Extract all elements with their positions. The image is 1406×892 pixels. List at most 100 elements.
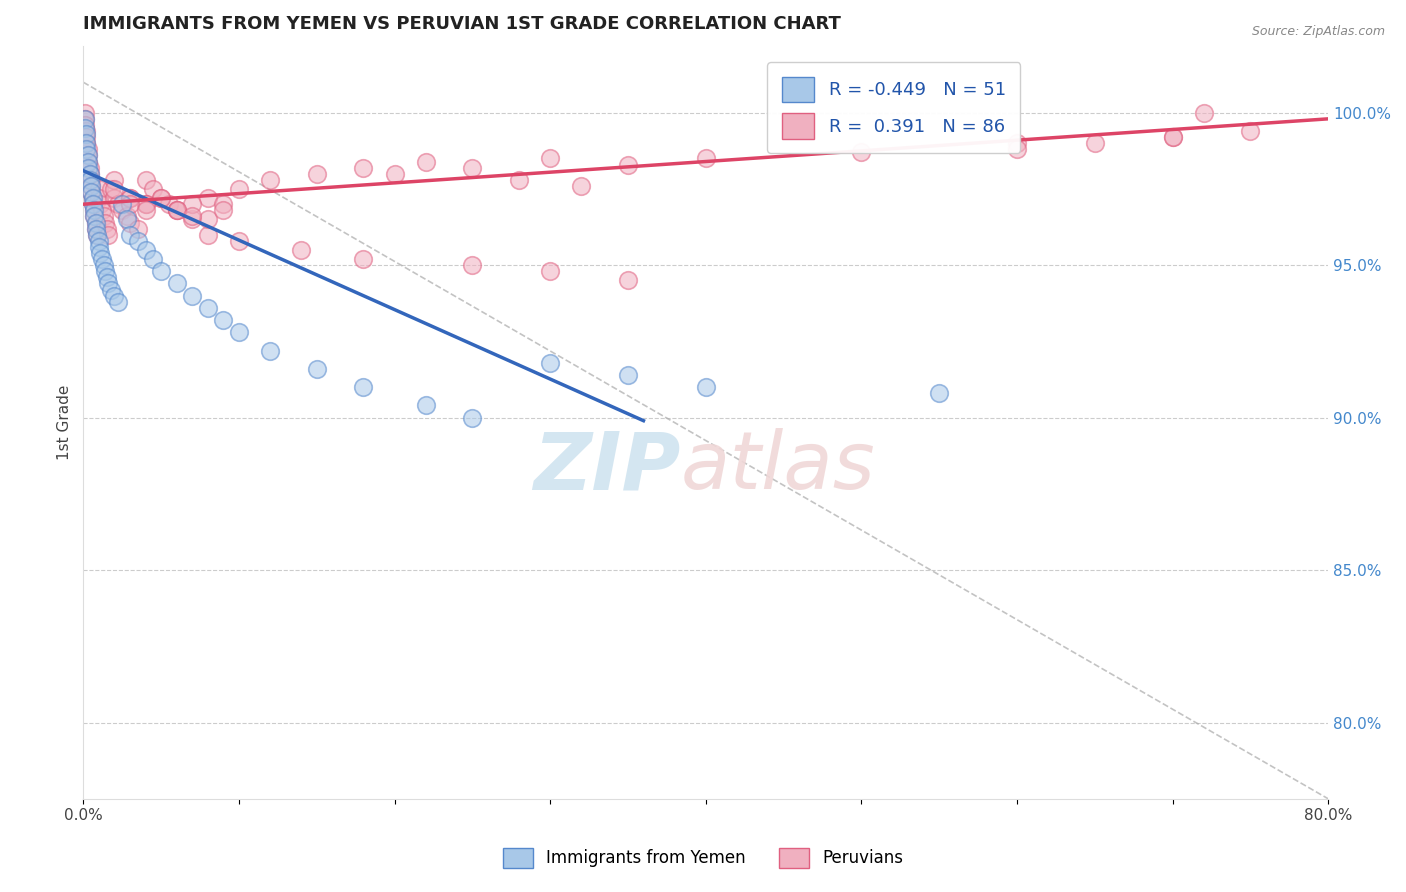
Point <box>75 124 97 138</box>
Point <box>290 243 312 257</box>
Point <box>461 410 484 425</box>
Point <box>83 203 105 218</box>
Point <box>197 212 219 227</box>
Point <box>80 178 103 193</box>
Point <box>77 142 100 156</box>
Point <box>73 105 96 120</box>
Point <box>212 197 235 211</box>
Point <box>75 136 97 151</box>
Point <box>181 197 204 211</box>
Point <box>75 127 97 141</box>
Point <box>111 197 134 211</box>
Point <box>118 197 141 211</box>
Point <box>82 197 104 211</box>
Point <box>118 227 141 242</box>
Point <box>94 264 117 278</box>
Point <box>135 203 157 218</box>
Point <box>212 203 235 218</box>
Point <box>415 154 437 169</box>
Point <box>73 120 96 135</box>
Point <box>142 182 165 196</box>
Point <box>538 152 561 166</box>
Point <box>352 252 374 266</box>
Point <box>80 178 103 193</box>
Point <box>73 112 96 126</box>
Point <box>107 294 129 309</box>
Point <box>80 173 103 187</box>
Point <box>96 221 118 235</box>
Point <box>84 221 107 235</box>
Point <box>1005 142 1028 156</box>
Point <box>77 161 100 175</box>
Point <box>111 203 134 218</box>
Point <box>695 152 717 166</box>
Point <box>82 197 104 211</box>
Point <box>118 191 141 205</box>
Point <box>259 343 281 358</box>
Point <box>617 273 640 287</box>
Point <box>77 154 100 169</box>
Point <box>127 221 149 235</box>
Point <box>93 258 115 272</box>
Point <box>166 277 188 291</box>
Point <box>77 154 100 169</box>
Point <box>87 234 110 248</box>
Point <box>80 185 103 199</box>
Point <box>1192 105 1215 120</box>
Point <box>166 203 188 218</box>
Point <box>617 158 640 172</box>
Point <box>352 380 374 394</box>
Point <box>352 161 374 175</box>
Point <box>508 173 530 187</box>
Point <box>100 283 122 297</box>
Point <box>103 288 125 302</box>
Point <box>79 173 101 187</box>
Point <box>94 215 117 229</box>
Point <box>461 161 484 175</box>
Point <box>1084 136 1107 151</box>
Point <box>97 277 120 291</box>
Point <box>83 203 105 218</box>
Point <box>197 191 219 205</box>
Point <box>197 227 219 242</box>
Point <box>461 258 484 272</box>
Point <box>695 380 717 394</box>
Point <box>135 173 157 187</box>
Point <box>87 240 110 254</box>
Point <box>181 210 204 224</box>
Point <box>97 227 120 242</box>
Point <box>83 210 105 224</box>
Point <box>79 167 101 181</box>
Point <box>100 182 122 196</box>
Point <box>75 136 97 151</box>
Point <box>103 173 125 187</box>
Point <box>150 191 173 205</box>
Point <box>84 215 107 229</box>
Point <box>181 288 204 302</box>
Point <box>77 148 100 162</box>
Point <box>181 212 204 227</box>
Point <box>305 167 328 181</box>
Point <box>150 191 173 205</box>
Point <box>107 197 129 211</box>
Point <box>415 399 437 413</box>
Point <box>212 313 235 327</box>
Point <box>228 325 250 339</box>
Point <box>928 386 950 401</box>
Point <box>82 191 104 205</box>
Point <box>617 368 640 382</box>
Point <box>86 227 108 242</box>
Point <box>851 145 873 160</box>
Point <box>166 203 188 218</box>
Point <box>135 197 157 211</box>
Point <box>87 191 110 205</box>
Point <box>166 203 188 218</box>
Legend: R = -0.449   N = 51, R =  0.391   N = 86: R = -0.449 N = 51, R = 0.391 N = 86 <box>768 62 1021 153</box>
Point <box>103 191 125 205</box>
Point <box>75 142 97 156</box>
Text: atlas: atlas <box>681 428 876 507</box>
Point <box>89 197 111 211</box>
Y-axis label: 1st Grade: 1st Grade <box>58 384 72 460</box>
Point <box>157 197 180 211</box>
Point <box>259 173 281 187</box>
